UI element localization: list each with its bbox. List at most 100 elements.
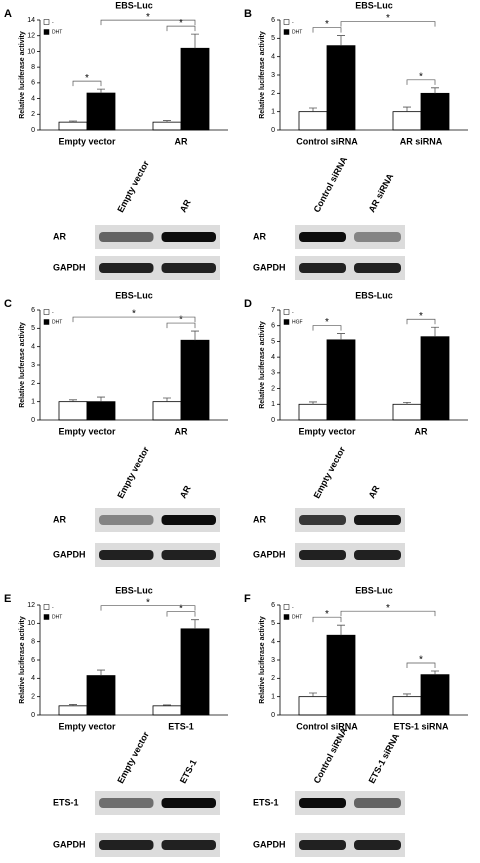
error-bar	[337, 35, 345, 46]
blot-band	[161, 798, 216, 808]
blot-row-label: GAPDH	[253, 839, 286, 849]
error-bar	[431, 87, 439, 94]
legend-label: -	[292, 309, 294, 315]
panel-label: F	[244, 593, 251, 605]
lane-label: Empty vector	[115, 159, 151, 214]
significance-bracket	[72, 80, 102, 87]
lane-label: ETS-1 siRNA	[367, 731, 402, 785]
significance-label: *	[419, 311, 423, 322]
blot-row-label: AR	[253, 231, 266, 241]
y-tick-label: 2	[31, 380, 35, 387]
y-tick-label: 10	[27, 620, 35, 627]
bar	[420, 674, 450, 716]
y-axis-label: Relative luciferase activity	[259, 321, 266, 409]
blot-band	[99, 263, 154, 273]
legend-swatch	[283, 319, 290, 325]
legend-swatch	[283, 29, 290, 35]
panel-label: A	[4, 8, 12, 20]
error-bar	[69, 399, 77, 402]
y-tick-label: 1	[31, 399, 35, 406]
y-tick-label: 5	[271, 338, 275, 345]
y-tick-label: 4	[271, 354, 275, 361]
legend-label: DHT	[292, 29, 302, 35]
y-tick-label: 1	[271, 109, 275, 116]
x-tick-label: Control siRNA	[296, 136, 358, 146]
significance-bracket	[166, 611, 196, 617]
blot-band	[161, 550, 216, 560]
significance-label: *	[85, 73, 89, 84]
y-tick-label: 0	[31, 127, 35, 134]
lane-label: AR	[367, 483, 382, 500]
lane-label: Control siRNA	[312, 155, 350, 214]
significance-bracket	[166, 322, 196, 329]
blot-row-label: ETS-1	[53, 797, 79, 807]
significance-label: *	[179, 18, 183, 29]
blot-band	[161, 232, 216, 242]
bar	[392, 696, 422, 716]
error-bar	[309, 401, 317, 405]
blot-row-label: GAPDH	[53, 262, 86, 272]
x-tick-label: AR	[415, 426, 428, 436]
y-tick-label: 5	[271, 620, 275, 627]
bar	[420, 336, 450, 421]
bar	[420, 92, 450, 131]
y-tick-label: 3	[271, 370, 275, 377]
bar	[86, 675, 116, 716]
y-tick-label: 7	[271, 307, 275, 314]
legend-label: -	[52, 309, 54, 315]
significance-bracket	[340, 610, 436, 617]
significance-label: *	[325, 609, 329, 620]
bar	[298, 403, 328, 421]
y-axis-label: Relative lucferase activity	[19, 322, 26, 408]
lane-label: AR	[178, 483, 193, 500]
bar	[152, 705, 182, 716]
chart-title: EBS-Luc	[115, 585, 153, 595]
y-tick-label: 5	[31, 325, 35, 332]
panel-label: D	[244, 298, 252, 310]
y-tick-label: 4	[31, 675, 35, 682]
bar	[58, 121, 88, 131]
blot-band	[99, 515, 154, 525]
lane-label: Empty vector	[115, 445, 151, 500]
y-tick-label: 3	[271, 72, 275, 79]
bar	[180, 628, 210, 716]
bar	[180, 47, 210, 131]
blot-row-label: GAPDH	[253, 262, 286, 272]
chart-title: EBS-Luc	[115, 290, 153, 300]
blot-row-label: GAPDH	[253, 549, 286, 559]
y-tick-label: 1	[271, 694, 275, 701]
legend-label: -	[292, 604, 294, 610]
blot-band	[299, 840, 346, 850]
legend-swatch	[283, 614, 290, 620]
significance-bracket	[340, 21, 436, 27]
legend-swatch	[43, 604, 50, 610]
x-tick-label: Empty vector	[58, 426, 116, 436]
significance-bracket	[406, 662, 436, 668]
y-tick-label: 4	[271, 54, 275, 61]
significance-bracket	[312, 616, 342, 623]
error-bar	[97, 669, 105, 676]
error-bar	[69, 120, 77, 123]
y-tick-label: 6	[31, 657, 35, 664]
y-tick-label: 2	[31, 111, 35, 118]
y-tick-label: 0	[31, 712, 35, 719]
significance-bracket	[406, 318, 436, 325]
error-bar	[403, 693, 411, 697]
blot-band	[299, 263, 346, 273]
significance-label: *	[386, 603, 390, 614]
legend-swatch	[43, 319, 50, 325]
blot-band	[161, 840, 216, 850]
significance-bracket	[166, 25, 196, 32]
blot-row-label: AR	[53, 514, 66, 524]
significance-label: *	[179, 603, 183, 614]
significance-label: *	[146, 597, 150, 608]
significance-bracket	[100, 605, 196, 611]
x-tick-label: AR siRNA	[400, 136, 443, 146]
blot-band	[99, 232, 154, 242]
y-axis-label: Relative luciferase activity	[259, 31, 266, 119]
y-tick-label: 2	[271, 385, 275, 392]
y-axis-label: Relative luciferase activity	[19, 616, 26, 704]
legend-label: DHT	[52, 29, 62, 35]
significance-label: *	[325, 317, 329, 328]
bar	[326, 339, 356, 421]
